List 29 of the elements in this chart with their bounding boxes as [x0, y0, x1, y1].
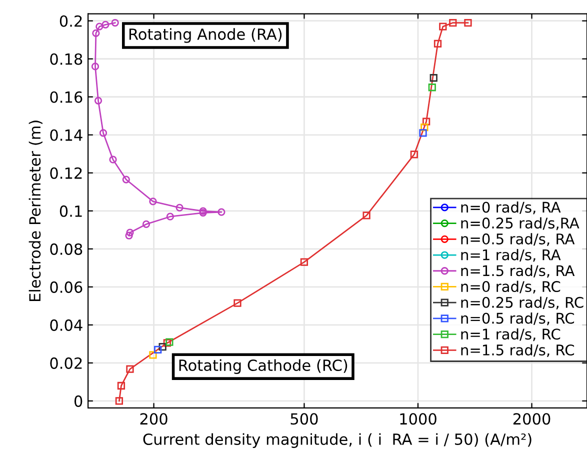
x-tick-label: 2000: [513, 413, 550, 425]
x-axis-title: Current density magnitude, i ( i RA = i / 50) (A/m²): [143, 433, 532, 448]
legend-label: n=0 rad/s, RC: [461, 280, 560, 294]
legend-label: n=1.5 rad/s, RA: [461, 264, 575, 278]
legend-label: n=1 rad/s, RA: [461, 249, 561, 262]
x-tick-label: 200: [140, 413, 168, 425]
y-tick-label: 0.04: [50, 319, 82, 331]
x-tick-label: 1000: [400, 413, 436, 425]
y-tick-label: 0.12: [50, 167, 82, 179]
legend-label: n=0.25 rad/s,RA: [461, 217, 580, 230]
y-tick-label: 0.2: [60, 15, 82, 27]
legend-label: n=0.5 rad/s, RA: [461, 233, 575, 246]
legend-label: n=1 rad/s, RC: [461, 328, 560, 342]
y-tick-label: 0.06: [50, 281, 82, 293]
y-tick-label: 0.18: [50, 53, 82, 65]
y-tick-label: 0.16: [50, 91, 82, 103]
legend-label: n=1.5 rad/s, RC: [461, 344, 574, 357]
x-tick-label: 500: [290, 413, 318, 425]
legend-label: n=0.5 rad/s, RC: [461, 312, 574, 326]
y-tick-label: 0.14: [50, 129, 82, 141]
y-tick-label: 0.02: [50, 357, 82, 369]
legend-label: n=0 rad/s, RA: [461, 201, 561, 214]
y-tick-label: 0.1: [60, 205, 82, 217]
y-tick-label: 0: [74, 395, 82, 407]
legend-label: n=0.25 rad/s, RC: [461, 296, 584, 310]
y-axis-title: Electrode Perimeter (m): [28, 120, 42, 301]
annotation: Rotating Cathode (RC): [179, 359, 348, 374]
annotation: Rotating Anode (RA): [129, 28, 282, 43]
y-tick-label: 0.08: [50, 243, 82, 255]
